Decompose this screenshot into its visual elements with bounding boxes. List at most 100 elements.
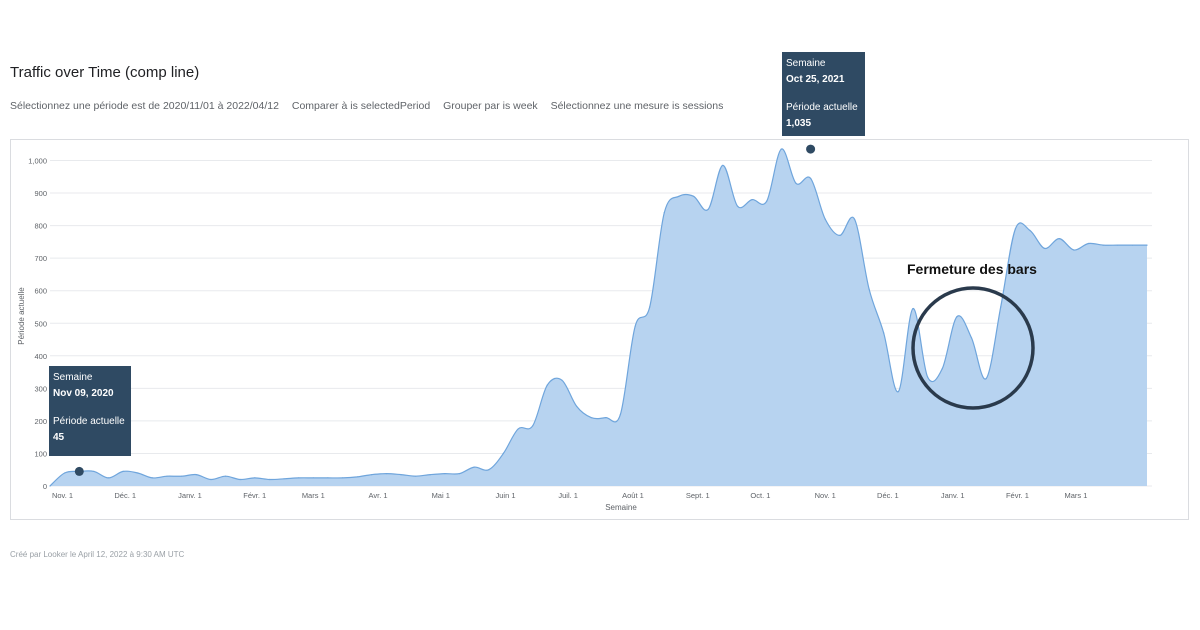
- x-tick-label: Avr. 1: [369, 491, 388, 500]
- highlight-point[interactable]: [806, 144, 816, 154]
- x-tick-label: Juil. 1: [558, 491, 578, 500]
- data-point: [371, 474, 373, 476]
- data-point: [824, 218, 826, 220]
- data-point: [795, 182, 797, 184]
- data-point: [458, 473, 461, 475]
- data-point: [239, 478, 241, 481]
- data-point: [868, 288, 870, 290]
- highlight-point[interactable]: [74, 466, 84, 476]
- x-tick-label: Sept. 1: [686, 491, 710, 500]
- data-point: [970, 337, 973, 339]
- y-axis-label: Période actuelle: [17, 287, 26, 345]
- data-point: [224, 475, 227, 477]
- x-tick-label: Janv. 1: [941, 491, 965, 500]
- data-point: [927, 376, 929, 378]
- data-point: [590, 417, 592, 419]
- x-tick-label: Mars 1: [302, 491, 325, 500]
- data-point: [429, 474, 431, 476]
- x-tick-label: Déc. 1: [877, 491, 899, 500]
- x-tick-label: Août 1: [622, 491, 644, 500]
- y-tick-label: 0: [43, 482, 47, 491]
- data-point: [444, 473, 446, 475]
- y-tick-label: 400: [34, 352, 47, 361]
- tooltip-heading: Semaine: [53, 372, 93, 383]
- data-point: [546, 384, 548, 386]
- data-point: [780, 148, 782, 150]
- data-point: [49, 485, 51, 487]
- annotation-circle: [911, 286, 1035, 410]
- data-point: [532, 425, 534, 427]
- data-point: [327, 477, 329, 479]
- area-series: [49, 148, 1148, 487]
- data-point: [912, 308, 914, 310]
- y-tick-label: 500: [34, 319, 47, 328]
- tooltip: Semaine Nov 09, 2020 Période actuelle 45: [49, 366, 131, 476]
- area-fill: [50, 148, 1147, 486]
- data-point: [634, 325, 636, 328]
- data-point: [619, 413, 622, 415]
- data-point: [122, 470, 124, 472]
- x-tick-label: Janv. 1: [178, 491, 202, 500]
- data-point: [853, 218, 856, 220]
- x-tick-label: Juin 1: [496, 491, 516, 500]
- tooltip-box: [782, 52, 865, 136]
- data-point: [166, 475, 168, 477]
- data-point: [663, 212, 665, 214]
- data-point: [1029, 229, 1031, 232]
- data-point: [283, 478, 285, 480]
- x-tick-label: Oct. 1: [750, 491, 770, 500]
- data-point: [736, 205, 739, 207]
- x-axis-ticks: Nov. 1 Déc. 1 Janv. 1 Févr. 1 Mars 1 Avr. 1 Ma…: [52, 491, 1087, 500]
- x-tick-label: Févr. 1: [243, 491, 266, 500]
- data-point: [766, 200, 768, 202]
- tooltip-box: [49, 366, 131, 456]
- filter-measure[interactable]: Sélectionnez une mesure is sessions: [550, 100, 724, 112]
- data-point: [1131, 244, 1133, 246]
- data-point: [883, 332, 885, 334]
- data-point: [93, 470, 95, 472]
- y-tick-label: 900: [34, 189, 47, 198]
- data-point: [415, 475, 417, 477]
- data-point: [107, 477, 110, 479]
- x-tick-label: Nov. 1: [52, 491, 73, 500]
- tooltip-heading: Semaine: [786, 58, 826, 69]
- y-tick-label: 200: [34, 417, 47, 426]
- data-point: [517, 428, 519, 430]
- data-point: [151, 477, 153, 479]
- filter-bar: Sélectionnez une période est de 2020/11/…: [10, 100, 733, 112]
- x-tick-label: Févr. 1: [1006, 491, 1029, 500]
- filter-group[interactable]: Grouper par is week: [443, 100, 538, 112]
- data-point: [956, 316, 958, 318]
- y-axis-ticks: 0 100 200 300 400 500 600 700 800 900 1,000: [28, 157, 47, 492]
- data-point: [941, 368, 943, 370]
- data-point: [985, 378, 987, 380]
- x-tick-label: Mars 1: [1064, 491, 1087, 500]
- data-point: [722, 164, 724, 166]
- data-point: [298, 477, 300, 479]
- tooltip-metric-label: Période actuelle: [786, 102, 858, 113]
- y-tick-label: 1,000: [28, 157, 47, 166]
- y-tick-label: 100: [34, 449, 47, 458]
- tooltip-metric-label: Période actuelle: [53, 416, 125, 427]
- data-point: [678, 195, 680, 197]
- data-point: [751, 199, 753, 201]
- data-point: [561, 379, 563, 381]
- annotation: Fermeture des bars: [907, 261, 1037, 410]
- tooltip-value: 1,035: [786, 118, 811, 129]
- y-tick-label: 600: [34, 287, 47, 296]
- data-point: [1146, 244, 1148, 246]
- data-point: [195, 474, 197, 476]
- data-point: [810, 177, 812, 179]
- x-tick-label: Déc. 1: [114, 491, 136, 500]
- data-point: [1117, 244, 1119, 246]
- filter-period[interactable]: Sélectionnez une période est de 2020/11/…: [10, 100, 279, 112]
- x-axis-label: Semaine: [605, 503, 637, 512]
- annotation-label: Fermeture des bars: [907, 261, 1037, 277]
- filter-compare[interactable]: Comparer à is selectedPeriod: [291, 100, 431, 112]
- data-point: [312, 477, 314, 479]
- data-point: [1073, 249, 1075, 251]
- data-point: [839, 234, 841, 236]
- data-point: [181, 475, 183, 477]
